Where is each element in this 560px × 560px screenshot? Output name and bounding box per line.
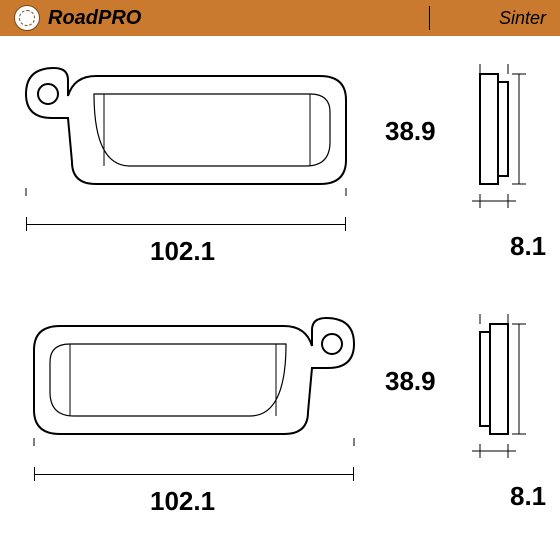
- dim-height-2: 38.9: [385, 366, 436, 397]
- brake-pad-top: [20, 66, 360, 196]
- dim-width-2: 102.1: [150, 486, 215, 517]
- dim-tick: [345, 217, 346, 231]
- brand-left: RoadPRO: [14, 5, 141, 31]
- brand-variant: Sinter: [499, 8, 546, 29]
- brand-title: RoadPRO: [48, 7, 141, 30]
- dim-thick-2: 8.1: [510, 481, 546, 512]
- dim-tick: [353, 467, 354, 481]
- dim-line-width-2: [34, 474, 354, 475]
- brake-pad-bottom: [20, 316, 360, 446]
- side-profile-bottom: [470, 306, 540, 476]
- dim-thick-1: 8.1: [510, 231, 546, 262]
- header-bar: RoadPRO Sinter: [0, 0, 560, 36]
- diagram-area: 38.9 102.1 8.1 38.9 102.1 8.1: [0, 36, 560, 560]
- dim-width-1: 102.1: [150, 236, 215, 267]
- dim-tick: [34, 467, 35, 481]
- dim-tick: [26, 217, 27, 231]
- brand-logo: [14, 5, 40, 31]
- dim-line-width-1: [26, 224, 346, 225]
- dim-height-1: 38.9: [385, 116, 436, 147]
- side-profile-top: [470, 56, 540, 226]
